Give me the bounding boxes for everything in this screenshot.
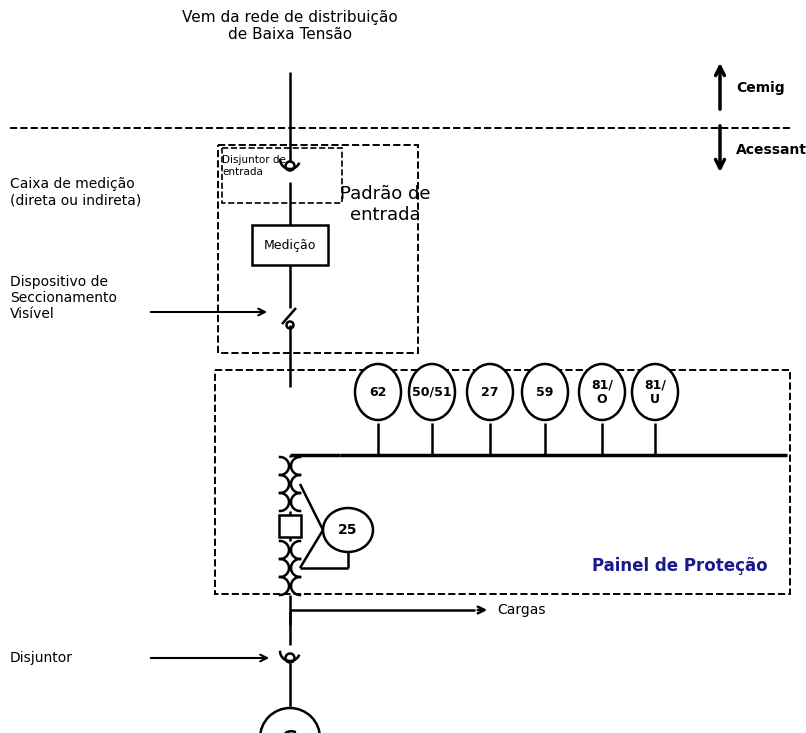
Ellipse shape [355, 364, 401, 420]
Ellipse shape [409, 364, 455, 420]
Text: 81/
U: 81/ U [644, 378, 666, 406]
Bar [218, 145, 418, 353]
Text: Disjuntor: Disjuntor [10, 651, 73, 665]
Text: Medição: Medição [264, 238, 316, 251]
Text: Painel de Proteção: Painel de Proteção [592, 557, 768, 575]
Text: 62: 62 [369, 386, 387, 399]
Ellipse shape [260, 708, 320, 733]
Bar [252, 225, 328, 265]
Bar [222, 148, 342, 203]
Text: Vem da rede de distribuição
de Baixa Tensão: Vem da rede de distribuição de Baixa Ten… [182, 10, 398, 43]
Ellipse shape [323, 508, 373, 552]
Ellipse shape [579, 364, 625, 420]
Text: Disjuntor de
entrada: Disjuntor de entrada [222, 155, 286, 177]
Bar [279, 515, 301, 537]
Text: Caixa de medição
(direta ou indireta): Caixa de medição (direta ou indireta) [10, 177, 141, 207]
Text: 81/
O: 81/ O [591, 378, 613, 406]
Ellipse shape [632, 364, 678, 420]
Text: Dispositivo de
Seccionamento
Visível: Dispositivo de Seccionamento Visível [10, 275, 117, 321]
Circle shape [286, 322, 293, 328]
Text: 59: 59 [536, 386, 554, 399]
Circle shape [285, 161, 294, 171]
Bar [215, 370, 790, 594]
Text: G: G [282, 729, 298, 733]
Text: Cargas: Cargas [497, 603, 546, 617]
Text: 50/51: 50/51 [412, 386, 452, 399]
Text: 27: 27 [481, 386, 499, 399]
Ellipse shape [522, 364, 568, 420]
Text: Padrão de
entrada: Padrão de entrada [340, 185, 430, 224]
Text: 25: 25 [339, 523, 358, 537]
Text: Cemig: Cemig [736, 81, 784, 95]
Circle shape [285, 654, 294, 663]
Text: Acessante: Acessante [736, 143, 806, 157]
Ellipse shape [467, 364, 513, 420]
